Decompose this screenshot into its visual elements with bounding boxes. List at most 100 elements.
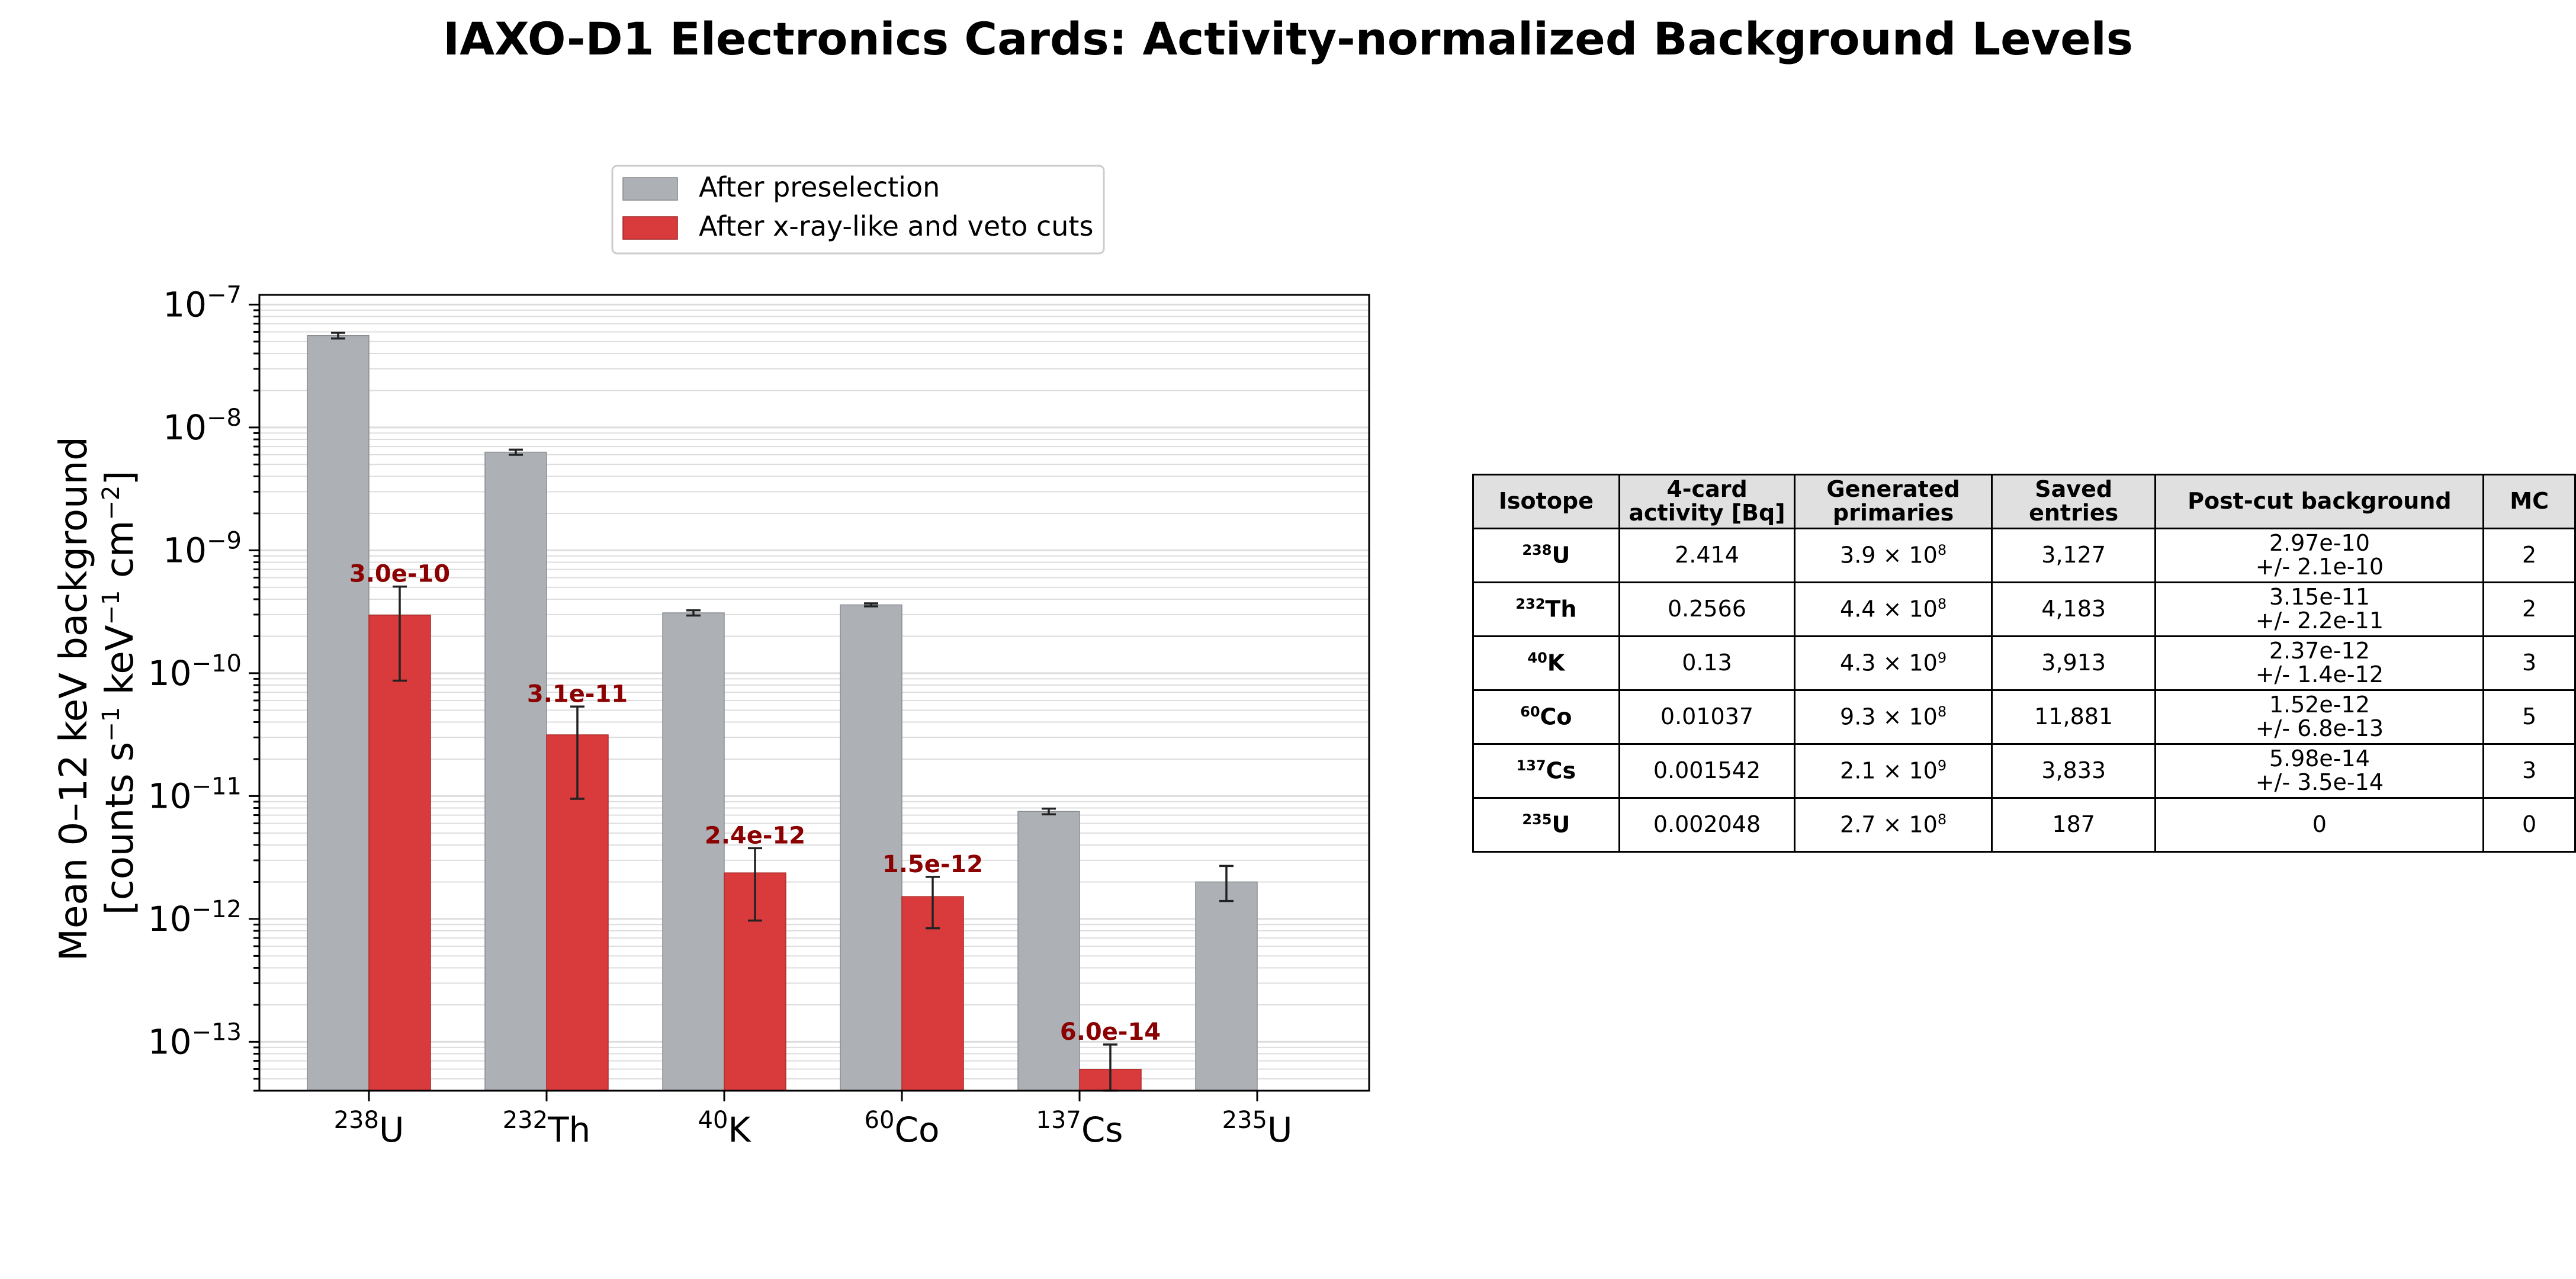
table-row: 235U 0.002048 2.7 × 108 187 0 0 <box>1472 797 2576 853</box>
legend-frame <box>611 165 1105 255</box>
y-tick-label: 10−13 <box>148 1018 242 1062</box>
x-tick-mass: 137 <box>1036 1107 1081 1134</box>
cell-activity: 0.2566 <box>1618 581 1796 637</box>
table-row: 60Co 0.01037 9.3 × 108 11,881 1.52e-12 +/… <box>1472 689 2576 745</box>
ylabel-part: ] <box>98 471 142 486</box>
y-tick-exponent: −8 <box>207 404 242 432</box>
data-label-cuts: 6.0e-14 <box>1060 1018 1161 1046</box>
header-background: Post-cut background <box>2154 474 2485 529</box>
y-tick-label: 10−8 <box>163 404 242 448</box>
data-labels: 3.0e-10 3.1e-11 2.4e-12 1.5e-12 6.0e-14 <box>349 561 1161 1046</box>
legend-swatch-preselection <box>622 177 678 201</box>
legend-label-cuts: After x-ray-like and veto cuts <box>699 210 1093 242</box>
legend: After preselection After x-ray-like and … <box>611 165 1105 255</box>
data-label-cuts: 2.4e-12 <box>705 822 805 849</box>
background-error: +/- 2.2e-11 <box>2255 608 2384 634</box>
cell-primaries: 9.3 × 108 <box>1794 689 1993 745</box>
primaries-mantissa: 3.9 <box>1840 542 1876 568</box>
primaries-mantissa: 2.7 <box>1840 811 1876 838</box>
x-tick-symbol: U <box>379 1110 404 1150</box>
background-error: +/- 6.8e-13 <box>2255 715 2384 741</box>
isotope-symbol: Co <box>1540 703 1572 730</box>
cell-mc: 3 <box>2482 743 2576 799</box>
y-tick-base: 10 <box>148 899 192 939</box>
cell-entries: 3,127 <box>1990 528 2157 583</box>
primaries-exponent: 9 <box>1937 757 1947 775</box>
isotope-mass: 60 <box>1520 703 1540 721</box>
background-error: +/- 3.5e-14 <box>2255 769 2384 795</box>
cell-entries: 3,833 <box>1990 743 2157 799</box>
cell-isotope: 40K <box>1472 635 1620 691</box>
y-tick-label: 10−7 <box>163 281 242 324</box>
y-tick-exponent: −12 <box>192 896 242 923</box>
cell-primaries: 2.7 × 108 <box>1794 797 1993 853</box>
isotope-symbol: Cs <box>1546 757 1576 784</box>
cell-activity: 0.13 <box>1618 635 1796 691</box>
x-tick-label: 235U <box>1222 1107 1293 1150</box>
isotope-symbol: Th <box>1545 596 1577 622</box>
data-label-cuts: 3.1e-11 <box>527 680 628 708</box>
bar-preselection-th232 <box>484 451 547 1091</box>
cell-isotope: 137Cs <box>1472 743 1620 799</box>
x-tick-symbol: U <box>1267 1110 1292 1150</box>
y-tick-exponent: −7 <box>207 281 242 308</box>
x-tick-mass: 238 <box>334 1107 379 1134</box>
cell-isotope: 238U <box>1472 528 1620 583</box>
x-tick-symbol: Cs <box>1081 1110 1123 1150</box>
header-primaries: Generated primaries <box>1794 474 1993 529</box>
bar-preselection-k40 <box>662 612 725 1091</box>
grid-lines <box>259 303 1369 1091</box>
cell-isotope: 235U <box>1472 797 1620 853</box>
cell-isotope: 60Co <box>1472 689 1620 745</box>
ylabel-exp: −1 <box>98 707 125 742</box>
cell-mc: 2 <box>2482 528 2576 583</box>
isotope-mass: 137 <box>1516 757 1546 775</box>
chart-title: IAXO-D1 Electronics Cards: Activity-norm… <box>443 12 2133 65</box>
cell-primaries: 2.1 × 109 <box>1794 743 1993 799</box>
cell-entries: 3,913 <box>1990 635 2157 691</box>
cell-primaries: 3.9 × 108 <box>1794 528 1993 583</box>
x-tick-label: 238U <box>334 1107 404 1150</box>
header-mc: MC <box>2482 474 2576 529</box>
legend-label-preselection: After preselection <box>699 171 940 203</box>
y-tick-exponent: −9 <box>207 527 242 554</box>
ylabel-part: cm <box>98 520 142 590</box>
y-tick-exponent: −11 <box>192 773 242 800</box>
primaries-exponent: 8 <box>1937 703 1947 721</box>
cell-background: 2.97e-10 +/- 2.1e-10 <box>2154 528 2485 583</box>
y-tick-base: 10 <box>148 1021 192 1062</box>
error-bars <box>331 332 1234 1092</box>
ylabel-exp: −1 <box>98 590 125 625</box>
isotope-symbol: K <box>1547 650 1565 676</box>
header-isotope: Isotope <box>1472 474 1620 529</box>
ylabel-part: keV <box>98 625 142 707</box>
bar-preselection-co60 <box>840 604 902 1091</box>
summary-table-container: Isotope 4-card activity [Bq] Generated p… <box>1472 474 2576 853</box>
ylabel-part: [counts s <box>98 742 142 915</box>
background-value: 1.52e-12 <box>2269 692 2370 718</box>
background-value: 5.98e-14 <box>2269 745 2370 772</box>
x-tick-symbol: Co <box>894 1110 939 1150</box>
isotope-mass: 238 <box>1522 542 1552 559</box>
y-axis-label-line1: Mean 0–12 keV background <box>52 436 96 961</box>
background-value: 3.15e-11 <box>2269 584 2370 610</box>
background-error: +/- 1.4e-12 <box>2255 661 2384 687</box>
y-tick-base: 10 <box>163 284 207 324</box>
y-tick-exponent: −13 <box>192 1018 242 1046</box>
cell-activity: 0.002048 <box>1618 797 1796 853</box>
header-activity: 4-card activity [Bq] <box>1618 474 1796 529</box>
y-tick-label: 10−10 <box>148 650 242 693</box>
cell-mc: 3 <box>2482 635 2576 691</box>
primaries-mantissa: 4.3 <box>1840 650 1876 676</box>
x-tick-mass: 232 <box>503 1107 548 1134</box>
x-tick-mass: 235 <box>1222 1107 1267 1134</box>
primaries-exponent: 8 <box>1937 811 1947 828</box>
data-label-cuts: 3.0e-10 <box>349 561 450 588</box>
cell-activity: 0.01037 <box>1618 689 1796 745</box>
table-row: 232Th 0.2566 4.4 × 108 4,183 3.15e-11 +/-… <box>1472 581 2576 637</box>
x-tick-mass: 40 <box>698 1107 728 1134</box>
cell-isotope: 232Th <box>1472 581 1620 637</box>
cell-primaries: 4.4 × 108 <box>1794 581 1993 637</box>
